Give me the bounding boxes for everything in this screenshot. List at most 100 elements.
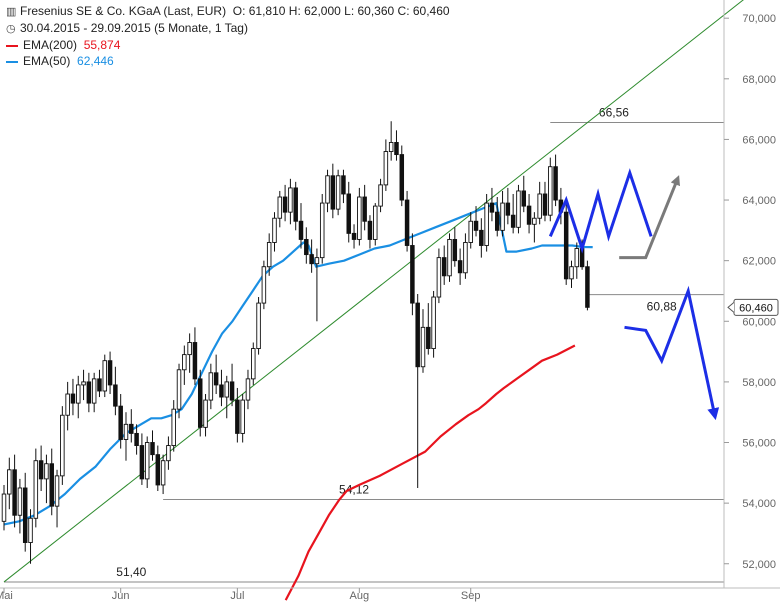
last-price-pointer: [727, 301, 735, 313]
candle-body: [298, 220, 304, 240]
candle-body: [415, 302, 420, 368]
candle-body: [463, 242, 468, 274]
candle-body: [330, 175, 336, 210]
candle-body: [574, 248, 580, 268]
candle-body: [91, 378, 97, 404]
candle-body: [139, 445, 145, 480]
candle-body: [49, 463, 54, 507]
candle-body: [526, 205, 532, 225]
candle-body: [208, 372, 214, 401]
candle-body: [107, 360, 113, 386]
candle-body: [76, 384, 81, 404]
candle-body: [494, 211, 500, 231]
y-tick-label: 68,000: [742, 74, 776, 86]
legend-ema50: EMA(50) 62,446: [6, 54, 114, 68]
candle-body: [484, 202, 489, 246]
candle-body: [479, 229, 484, 246]
candle-body: [399, 154, 405, 201]
candle-body: [33, 460, 39, 519]
candle-body: [224, 381, 230, 398]
candle-body: [256, 302, 261, 350]
candle-body: [436, 257, 442, 298]
candle-body: [569, 266, 574, 280]
candle-body: [441, 257, 447, 277]
candle-body: [235, 399, 240, 434]
candle-body: [144, 442, 150, 480]
chart-title: ▥ Fresenius SE & Co. KGaA (Last, EUR) O: …: [6, 4, 450, 18]
candle-body: [351, 232, 357, 240]
candle-body: [28, 517, 33, 543]
candle-body: [155, 454, 161, 486]
candle-body: [22, 487, 28, 543]
x-tick-label: Jun: [112, 590, 130, 602]
candle-body: [383, 151, 389, 186]
legend-ema200: EMA(200) 55,874: [6, 38, 120, 52]
candle-body: [118, 405, 123, 440]
pattern-zigzag: [548, 168, 653, 254]
candle-body: [245, 378, 251, 401]
candle-body: [304, 238, 309, 256]
candle-body: [468, 220, 473, 243]
x-tick-label: Aug: [350, 590, 370, 602]
candlestick-chart-icon: ▥: [6, 6, 17, 18]
y-tick-label: 58,000: [742, 377, 776, 389]
candle-body: [1, 493, 7, 522]
level-label: 54,12: [339, 482, 369, 496]
candle-body: [314, 257, 320, 265]
candle-body: [176, 369, 182, 410]
candle-body: [213, 372, 219, 386]
candle-body: [44, 463, 49, 480]
annotations: [548, 168, 720, 421]
candle-body: [219, 384, 224, 398]
candle-body: [367, 220, 373, 240]
candle-body: [288, 187, 293, 213]
y-tick-label: 66,000: [742, 134, 776, 146]
trendline-group: [3, 0, 744, 583]
candle-body: [97, 378, 102, 392]
trendline: [3, 0, 744, 583]
candle-body: [65, 393, 70, 416]
candle-body: [166, 445, 171, 462]
x-tick-label: Mai: [0, 590, 13, 602]
candle-body: [309, 254, 314, 265]
candle-body: [38, 460, 44, 480]
candle-body: [346, 193, 351, 234]
period-label: ◷ 30.04.2015 - 29.09.2015 (5 Monate, 1 Ta…: [6, 21, 248, 35]
candle-body: [516, 190, 521, 228]
candle-body: [452, 238, 458, 262]
support-resistance-levels: 66,56 60,88 54,12 51,40: [4, 105, 724, 583]
candle-body: [319, 202, 325, 259]
candle-body: [585, 266, 590, 308]
y-tick-label: 64,000: [742, 195, 776, 207]
candle-body: [187, 342, 192, 356]
candle-body: [160, 460, 166, 486]
ema50-line: [3, 202, 593, 526]
candle-body: [129, 423, 134, 434]
candle-body: [457, 260, 463, 274]
candle-body: [192, 342, 198, 380]
clock-icon: ◷: [6, 23, 16, 35]
ema50-swatch: [6, 60, 18, 63]
candle-body: [489, 202, 495, 213]
candle-body: [17, 487, 23, 516]
candle-body: [251, 348, 256, 380]
candles: [1, 121, 590, 564]
candle-body: [431, 296, 436, 350]
ema50-group: [3, 202, 593, 526]
candle-body: [404, 199, 410, 246]
candle-body: [123, 423, 129, 440]
level-label: 60,88: [647, 300, 677, 314]
candle-body: [70, 393, 76, 404]
y-tick-label: 60,000: [742, 316, 776, 328]
scenario-down-arrow: [624, 285, 720, 421]
candle-body: [542, 193, 548, 216]
candle-body: [86, 381, 92, 404]
y-tick-label: 56,000: [742, 438, 776, 450]
ema200-swatch: [6, 44, 18, 47]
candle-body: [335, 175, 341, 210]
candle-body: [60, 414, 65, 477]
candle-body: [134, 432, 139, 446]
candle-body: [532, 217, 537, 225]
